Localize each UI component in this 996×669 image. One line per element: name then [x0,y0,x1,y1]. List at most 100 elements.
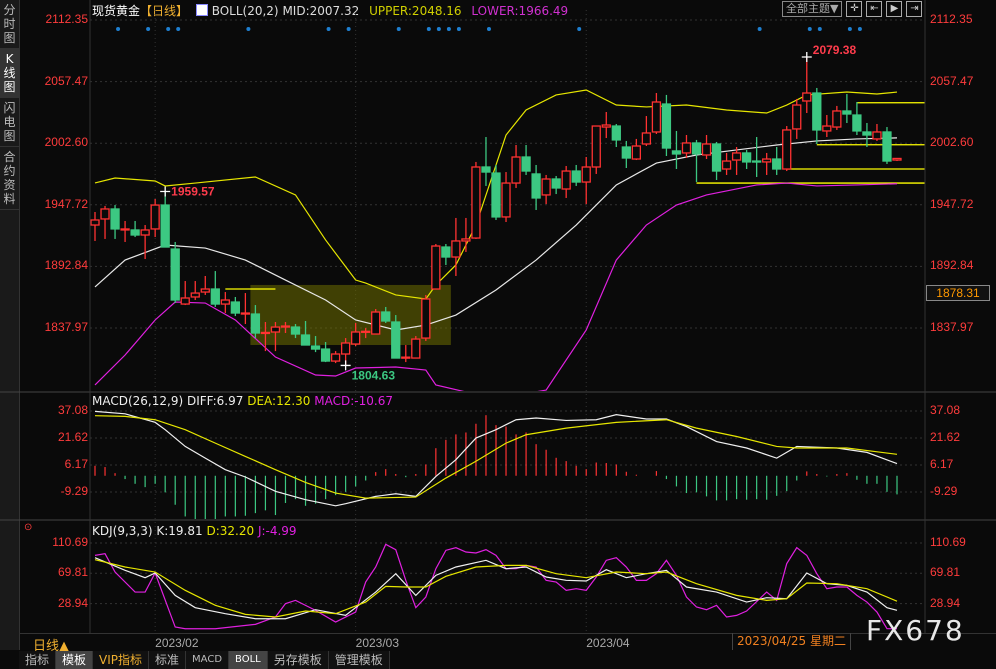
candle-down [852,101,862,136]
macd-tick-left: 6.17 [64,457,88,471]
chart-toolbar: 全部主题▼ ✛ ⇤ ▶ ⇥ [782,1,923,17]
candle-body [511,156,521,184]
price-tick-left: 2057.47 [44,73,88,88]
signal-dot [436,27,441,31]
extreme-marker [801,52,812,63]
candle-body [661,103,672,149]
candle-body [802,92,812,102]
candle-body [150,204,160,230]
candle-up [180,281,190,306]
tab-macd[interactable]: MACD [186,651,230,669]
price-tick-left: 2112.35 [45,12,89,26]
candle-body [280,325,291,328]
candle-body [621,146,631,159]
candle-down [812,87,822,144]
period-selector[interactable]: 日线▲ [33,639,69,654]
candle-body [481,166,491,173]
candle-body [792,104,802,130]
candle-body [611,125,621,141]
candle-body [431,245,441,290]
tab-standard[interactable]: 标准 [149,651,187,669]
candle-up [802,57,812,113]
candle-body [772,158,782,170]
candle-body [711,143,722,172]
candle-up [601,111,611,139]
panel-settings-icon[interactable]: ⊙ [24,522,33,533]
candle-down [882,127,892,164]
candle-body [581,166,591,183]
tab-boll[interactable]: BOLL [229,651,268,669]
macd-diff-line [94,410,898,507]
kdj-j-line [94,543,898,630]
tab-manage-templates[interactable]: 管理模板 [329,651,390,669]
move-right-icon[interactable]: ⇥ [906,1,923,17]
candle-up [721,152,732,175]
candle-up [350,323,361,347]
candle-body [381,311,391,322]
candle-body [160,204,170,248]
candle-body [220,299,230,305]
candle-body [330,353,341,362]
boll-name: BOLL(20,2) [211,4,279,18]
tab-contract-info[interactable]: 合约资料 [0,147,19,210]
candle-down [571,164,581,186]
tab-flash[interactable]: 闪电图 [0,98,19,147]
candle-up [591,125,601,174]
signal-dot [146,27,151,31]
tab-indicators[interactable]: 指标 [19,651,57,669]
candle-body [892,157,902,161]
zoom-range-icon[interactable]: ⇤ [866,1,883,17]
candle-body [521,156,531,172]
theme-dropdown[interactable]: 全部主题▼ [782,1,843,17]
price-tick-right: 1947.72 [930,196,974,211]
candle-down [691,139,702,183]
candle-up [411,336,421,359]
candle-down [862,122,872,148]
signal-dot [346,27,351,31]
candle-up [150,198,160,238]
tab-timeshare[interactable]: 分时图 [0,0,19,49]
candle-up [120,220,130,242]
crosshair-icon[interactable]: ✛ [846,1,863,17]
tab-save-template[interactable]: 另存模板 [268,651,329,669]
play-icon[interactable]: ▶ [886,1,903,17]
candle-body [551,178,561,189]
candle-up [581,157,591,205]
price-tick-right: 2112.35 [930,12,973,26]
candle-up [641,116,652,147]
candle-body [190,292,200,298]
signal-dot [326,27,331,31]
extreme-marker [160,186,171,197]
candle-body [882,131,892,162]
price-tick-right: 2002.60 [930,135,974,150]
candle-body [130,229,140,236]
tab-kline[interactable]: K线图 [0,49,19,98]
candle-body [100,208,110,220]
candle-up [401,345,411,363]
candle-up [501,172,511,222]
candle-down [130,220,140,238]
kdj-title: KDJ(9,3,3) [92,524,153,538]
candle-body [591,125,601,168]
candle-up [731,147,742,175]
candle-up [100,205,110,239]
candle-down [842,94,852,123]
candle-body [471,166,481,239]
candle-body [752,160,762,163]
signal-dot [817,27,822,31]
candle-body [671,150,682,155]
tab-templates[interactable]: 模板 [56,651,94,669]
boll-indicator-icon[interactable] [195,4,208,16]
candle-body [681,142,692,154]
candle-down [170,241,180,304]
candle-down [611,123,621,148]
macd-panel [94,410,898,519]
signal-dot [176,27,181,31]
kdj-tick-left: 28.94 [57,595,88,610]
tab-vip-indicators[interactable]: VIP指标 [93,651,150,669]
signal-dot [577,27,582,31]
candle-body [250,313,261,334]
price-tick-right: 1837.97 [930,319,974,334]
candle-body [290,326,301,335]
